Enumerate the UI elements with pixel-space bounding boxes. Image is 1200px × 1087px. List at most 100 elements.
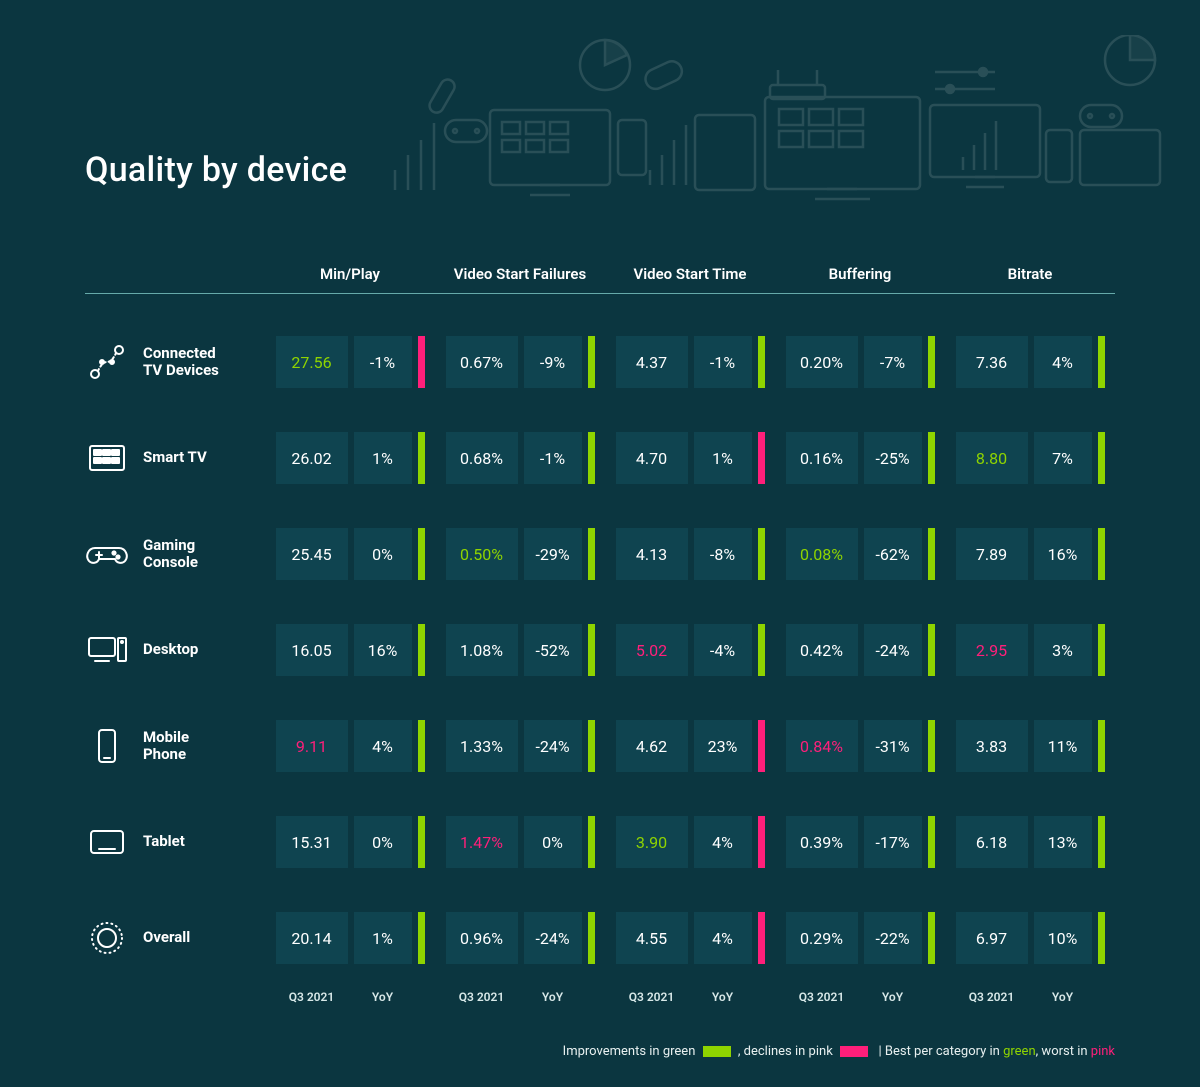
yoy-cell: -17% — [864, 816, 922, 868]
metric-cell: 0.08%-62% — [775, 528, 945, 580]
trend-bar — [1098, 624, 1105, 676]
table-row: Overall20.141%0.96%-24%4.554%0.29%-22%6.… — [85, 890, 1115, 986]
value-cell: 4.70 — [616, 432, 688, 484]
value-cell: 27.56 — [276, 336, 348, 388]
trend-bar — [928, 432, 935, 484]
value-cell: 20.14 — [276, 912, 348, 964]
metric-cell: 2.953% — [945, 624, 1115, 676]
trend-bar — [418, 624, 425, 676]
value-cell: 1.08% — [446, 624, 518, 676]
yoy-cell: 4% — [694, 912, 752, 964]
trend-bar — [418, 912, 425, 964]
row-label-text: Tablet — [143, 833, 185, 850]
mobile-icon — [85, 724, 129, 768]
metric-cell: 3.904% — [605, 816, 775, 868]
trend-bar — [588, 528, 595, 580]
value-cell: 0.08% — [786, 528, 858, 580]
table-row: Smart TV26.021%0.68%-1%4.701%0.16%-25%8.… — [85, 410, 1115, 506]
metric-cell: 1.08%-52% — [435, 624, 605, 676]
yoy-cell: -62% — [864, 528, 922, 580]
row-label-text: GamingConsole — [143, 537, 198, 572]
column-header: Video Start Time — [605, 265, 775, 283]
trend-bar — [928, 336, 935, 388]
yoy-cell: 4% — [354, 720, 412, 772]
value-cell: 0.84% — [786, 720, 858, 772]
legend-text: , declines in pink — [738, 1044, 833, 1059]
metric-cell: 8.807% — [945, 432, 1115, 484]
yoy-cell: -22% — [864, 912, 922, 964]
trend-bar — [1098, 816, 1105, 868]
value-cell: 7.89 — [956, 528, 1028, 580]
quality-table: Min/PlayVideo Start FailuresVideo Start … — [85, 265, 1115, 1004]
metric-cell: 20.141% — [265, 912, 435, 964]
trend-bar — [758, 912, 765, 964]
subheader-q: Q3 2021 — [616, 990, 688, 1004]
yoy-cell: 0% — [524, 816, 582, 868]
trend-bar — [928, 720, 935, 772]
trend-bar — [758, 336, 765, 388]
metric-cell: 6.9710% — [945, 912, 1115, 964]
trend-bar — [758, 720, 765, 772]
yoy-cell: 7% — [1034, 432, 1092, 484]
value-cell: 0.96% — [446, 912, 518, 964]
trend-bar — [588, 432, 595, 484]
row-label-text: Desktop — [143, 641, 198, 658]
value-cell: 16.05 — [276, 624, 348, 676]
metric-cell: 0.50%-29% — [435, 528, 605, 580]
row-label-text: Smart TV — [143, 449, 207, 466]
value-cell: 26.02 — [276, 432, 348, 484]
metric-cell: 7.364% — [945, 336, 1115, 388]
trend-bar — [928, 912, 935, 964]
column-header: Bitrate — [945, 265, 1115, 283]
metric-cell: 0.96%-24% — [435, 912, 605, 964]
value-cell: 4.55 — [616, 912, 688, 964]
metric-cell: 0.39%-17% — [775, 816, 945, 868]
trend-bar — [418, 816, 425, 868]
metric-cell: 0.20%-7% — [775, 336, 945, 388]
trend-bar — [1098, 720, 1105, 772]
yoy-cell: -1% — [354, 336, 412, 388]
value-cell: 0.16% — [786, 432, 858, 484]
yoy-cell: 16% — [1034, 528, 1092, 580]
value-cell: 0.68% — [446, 432, 518, 484]
metric-cell: 0.29%-22% — [775, 912, 945, 964]
subheader-yoy: YoY — [694, 990, 752, 1004]
value-cell: 0.20% — [786, 336, 858, 388]
trend-bar — [588, 816, 595, 868]
subheader-yoy: YoY — [864, 990, 922, 1004]
legend-green-word: green — [1003, 1044, 1036, 1059]
subheader-q: Q3 2021 — [786, 990, 858, 1004]
value-cell: 25.45 — [276, 528, 348, 580]
row-label: GamingConsole — [85, 532, 265, 576]
trend-bar — [588, 720, 595, 772]
subheader-q: Q3 2021 — [276, 990, 348, 1004]
connected-tv-icon — [85, 340, 129, 384]
yoy-cell: 3% — [1034, 624, 1092, 676]
value-cell: 6.18 — [956, 816, 1028, 868]
trend-bar — [928, 816, 935, 868]
subheader-yoy: YoY — [524, 990, 582, 1004]
row-label: Tablet — [85, 820, 265, 864]
value-cell: 2.95 — [956, 624, 1028, 676]
value-cell: 1.33% — [446, 720, 518, 772]
table-row: Desktop16.0516%1.08%-52%5.02-4%0.42%-24%… — [85, 602, 1115, 698]
trend-bar — [758, 816, 765, 868]
row-label-text: ConnectedTV Devices — [143, 345, 219, 380]
trend-bar — [588, 624, 595, 676]
row-label: Smart TV — [85, 436, 265, 480]
subheader-q: Q3 2021 — [446, 990, 518, 1004]
trend-bar — [588, 912, 595, 964]
legend-swatch-green — [703, 1046, 731, 1057]
yoy-cell: 1% — [694, 432, 752, 484]
value-cell: 0.50% — [446, 528, 518, 580]
yoy-cell: 1% — [354, 912, 412, 964]
row-label: Overall — [85, 916, 265, 960]
subheader-yoy: YoY — [354, 990, 412, 1004]
metric-cell: 4.6223% — [605, 720, 775, 772]
legend-text: Improvements in green — [563, 1044, 696, 1059]
trend-bar — [418, 336, 425, 388]
yoy-cell: 23% — [694, 720, 752, 772]
trend-bar — [758, 624, 765, 676]
column-header: Video Start Failures — [435, 265, 605, 283]
metric-cell: 7.8916% — [945, 528, 1115, 580]
